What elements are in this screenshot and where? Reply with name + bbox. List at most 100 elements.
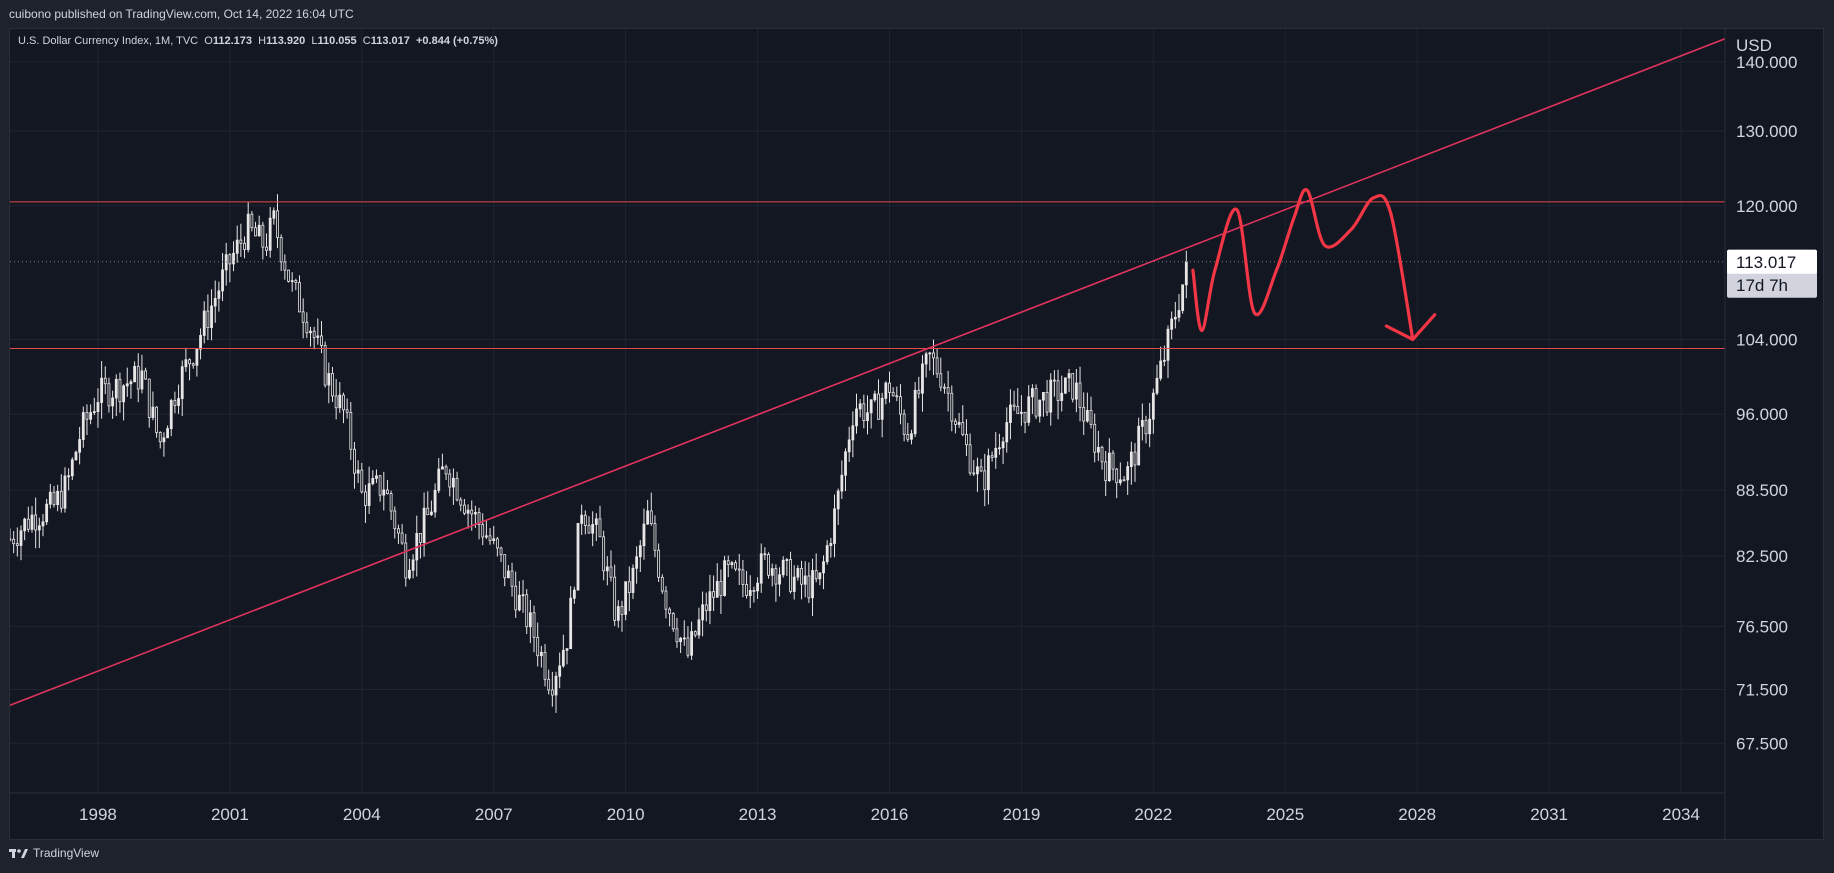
candle [675,617,679,648]
candle [851,411,855,458]
price-axis[interactable]: 140.000 130.000 120.000 104.000 96.000 88.500… [1736,53,1797,753]
candle [1041,391,1045,417]
candle [1096,430,1100,461]
candle-body [466,509,470,514]
candle-body [649,510,653,525]
candle-body [726,560,730,566]
candle [910,429,913,445]
candle [836,488,840,525]
candle [195,348,199,377]
candle-body [719,580,723,596]
candle [89,404,93,425]
candle-body [166,428,169,439]
candle-body [774,568,778,585]
candle-body [195,348,199,366]
time-axis[interactable]: 1998 2001 2004 2007 2010 2013 2016 2019 2022 2025… [79,805,1700,824]
published-line: cuibono published on TradingView.com, Oc… [9,7,354,21]
candle-body [422,507,426,543]
candle-body [778,574,781,585]
candle [276,194,279,249]
candle-body [994,447,998,458]
candle [30,505,34,533]
candle-body [228,254,232,265]
candle-body [679,637,683,643]
candle-body [1140,419,1144,427]
candle-body [151,406,155,418]
candle-body [671,613,675,630]
candle-body [367,483,371,506]
candle [1001,437,1005,465]
candle [730,560,734,569]
candle-body [1129,451,1133,468]
candle [719,569,723,614]
candle-body [118,378,122,403]
candle-body [188,359,191,365]
candle-body [323,345,327,386]
candle [620,600,624,632]
candle [550,671,554,707]
candle-body [657,549,661,578]
candle-body [217,290,221,299]
candle-body [371,477,375,485]
candle-body [224,254,228,271]
candle [990,451,994,462]
candle-body [191,363,195,366]
candle-body [426,507,430,516]
candle-body [1041,391,1045,401]
drawings-layer[interactable] [10,37,1725,707]
candle [525,589,529,634]
candle [1071,373,1075,403]
candle-body [81,412,85,440]
candle [547,669,551,695]
price-tick-label: 104.000 [1736,330,1797,349]
candle [961,405,965,437]
candle-body [976,466,979,475]
candle [415,515,419,577]
candle-body [631,567,635,593]
candle [1184,250,1188,299]
candle-body [56,490,60,506]
candle [422,492,426,557]
symbol-legend: U.S. Dollar Currency Index, 1M, TVC O112… [18,35,498,47]
candle-body [23,518,27,532]
candle-body [1038,399,1042,417]
candle [481,513,485,546]
candle-body [89,412,93,420]
candle-body [239,239,243,244]
candle [1038,399,1042,423]
candle [184,347,188,372]
candle [803,561,807,598]
candle [1148,402,1152,448]
candle [364,484,367,523]
candle [210,289,213,341]
candle [631,564,635,600]
candle [998,433,1001,455]
candle [430,500,433,516]
candle-body [397,528,400,534]
candle-body [686,637,690,656]
candle-body [877,393,880,420]
candle [444,464,448,481]
candle-body [528,612,532,628]
candle [173,391,177,414]
candle-body [895,395,899,398]
candle [587,516,591,534]
projection-arrowhead [1384,313,1437,342]
candle-body [294,280,298,284]
candle [37,517,41,549]
candle-body [833,508,836,544]
low-label: L [311,35,318,47]
candle [972,460,976,477]
candle-body [763,553,767,556]
candle-body [1067,373,1071,379]
candle-body [587,525,591,534]
candle-body [792,576,796,592]
candle-body [481,524,485,538]
candle [151,391,155,421]
candle [283,254,287,280]
candle [924,351,928,378]
candle [433,483,437,518]
candle [180,360,184,417]
candle-body [338,394,342,409]
